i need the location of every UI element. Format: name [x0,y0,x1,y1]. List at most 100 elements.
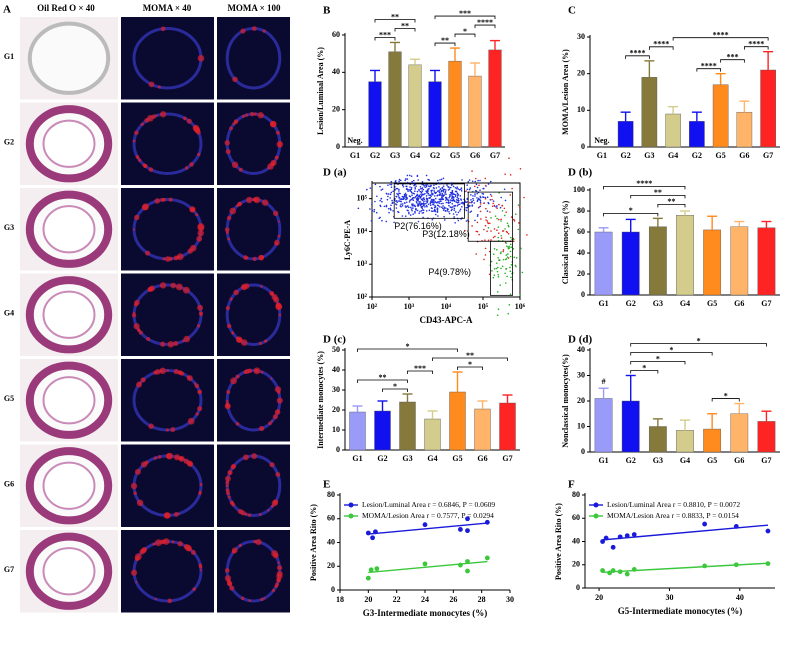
stain [148,167,154,172]
stain [165,428,169,432]
event-dot [405,194,408,196]
stain [237,508,243,515]
x-tick-label: 30 [665,593,673,602]
event-dot [399,192,401,195]
stain [134,130,139,135]
stain [271,122,275,126]
bar [757,227,776,296]
event-dot [486,196,489,199]
x-tick-label: G2 [621,151,631,160]
event-dot [439,188,441,191]
trend-line [602,562,769,573]
event-dot [445,199,447,201]
event-dot [410,175,413,177]
event-dot [518,222,520,224]
x-tick-label: G7 [761,456,771,465]
event-dot [434,197,437,200]
event-dot [457,201,460,204]
event-dot [410,187,413,189]
event-dot [411,204,414,207]
event-dot [483,258,485,261]
event-dot [423,202,425,205]
event-dot [460,199,463,201]
event-dot [508,157,510,160]
event-dot [401,198,404,201]
lumen [42,461,96,510]
event-dot [435,187,438,189]
event-dot [450,181,453,184]
event-dot [371,203,373,205]
panel-label: E [323,479,330,491]
event-dot [473,202,476,204]
event-dot [405,201,408,204]
event-dot [457,219,460,222]
event-dot [495,262,498,264]
legend-stats: r = 0.8810, P = 0.0072 [673,500,741,509]
event-dot [512,240,515,243]
event-dot [453,199,455,202]
event-dot [436,210,439,213]
event-dot [489,222,491,225]
panel-label: B [323,5,331,17]
stain [225,488,230,493]
event-dot [498,259,501,262]
event-dot [484,198,487,200]
legend-marker [348,502,354,508]
event-dot [430,185,432,187]
y-tick-label: 20 [327,561,335,570]
event-dot [504,258,507,261]
stain [255,539,262,546]
event-dot [416,198,418,201]
x-tick-label: G1 [352,454,362,463]
lumen [42,119,96,168]
event-dot [504,228,506,230]
event-dot [495,267,498,270]
event-dot [420,205,423,208]
event-dot [410,208,413,210]
event-dot [401,205,404,207]
row-label: G1 [4,52,14,61]
event-dot [472,195,474,197]
stain [275,582,279,587]
event-dot [427,178,429,181]
stain [190,550,196,555]
event-dot [397,193,399,196]
event-dot [472,197,474,200]
event-dot [402,185,405,188]
point [765,561,771,566]
stain [275,302,282,308]
stain [173,368,179,375]
event-dot [421,193,424,196]
stain [226,215,232,221]
event-dot [471,204,474,206]
significance-bracket [672,37,769,41]
event-dot [441,197,443,199]
stain [136,156,140,160]
event-dot [521,271,524,274]
stain [224,227,230,233]
stain [154,539,162,547]
stain [225,475,231,482]
event-dot [491,205,494,208]
stain [253,112,258,116]
stain [155,114,158,117]
event-dot [444,191,447,193]
significance-bracket [434,42,456,47]
event-dot [387,184,389,186]
stain [253,539,257,544]
stain [241,283,248,291]
event-dot [406,178,409,180]
event-dot [436,207,439,210]
event-dot [479,203,482,205]
event-dot [395,199,398,202]
stain [133,491,137,496]
event-dot [457,211,460,214]
event-dot [448,204,450,207]
event-dot [510,246,512,249]
event-dot [503,207,506,210]
event-dot [446,198,448,200]
significance-bracket [374,19,416,23]
event-dot [476,221,479,224]
x-tick-label: 10⁴ [441,302,452,311]
event-dot [430,210,433,212]
